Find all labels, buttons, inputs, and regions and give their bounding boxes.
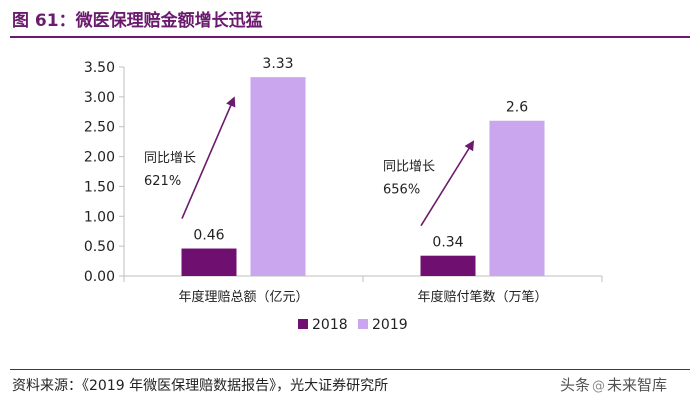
x-category-label: 年度赔付笔数（万笔）: [417, 289, 547, 305]
bar-value-label: 2.6: [506, 100, 528, 116]
growth-arrow: [420, 140, 475, 227]
y-tick-label: 2.00: [84, 150, 115, 166]
growth-annotation-value: 656%: [383, 183, 420, 198]
y-tick-label: 2.50: [84, 120, 115, 136]
bar-value-label: 0.34: [432, 235, 463, 251]
legend-swatch-2019: [358, 319, 368, 329]
source-note: 资料来源：《2019 年微医保理赔数据报告》，光大证券研究所: [12, 378, 389, 394]
growth-annotation-label: 同比增长: [144, 151, 196, 166]
bar-2018: [420, 255, 476, 276]
y-tick-label: 0.50: [84, 239, 115, 255]
bar-2019: [489, 120, 545, 276]
legend-swatch-2018: [298, 319, 308, 329]
legend-label: 2019: [372, 317, 408, 333]
y-tick-label: 1.50: [84, 179, 115, 195]
bar-value-label: 3.33: [262, 56, 293, 72]
watermark-at-icon: @: [592, 379, 606, 394]
y-tick-label: 0.00: [84, 269, 115, 285]
bar-chart: 0.00 0.50 1.00 1.50 2.00 2.50 3.00 3.50 年度理赔总额（亿…: [84, 56, 603, 333]
y-tick-label: 1.00: [84, 209, 115, 225]
bar-value-label: 0.46: [193, 228, 224, 244]
footer-divider: [10, 369, 690, 370]
bar-2019: [250, 77, 306, 276]
x-category-label: 年度理赔总额（亿元）: [178, 289, 308, 305]
watermark-text-b: 未来智库: [607, 376, 668, 394]
y-tick-label: 3.00: [84, 90, 115, 106]
chart-title: 图 61：微医保理赔金额增长迅猛: [12, 11, 263, 31]
growth-arrow: [181, 96, 236, 219]
watermark-text-a: 头条: [560, 376, 591, 394]
y-tick-label: 3.50: [84, 60, 115, 76]
title-divider: [10, 36, 690, 38]
growth-annotation-label: 同比增长: [383, 160, 435, 175]
watermark: 头条 @ 未来智库: [560, 372, 667, 398]
growth-annotation-value: 621%: [144, 174, 181, 189]
legend-label: 2018: [312, 317, 348, 333]
bar-2018: [181, 248, 237, 276]
